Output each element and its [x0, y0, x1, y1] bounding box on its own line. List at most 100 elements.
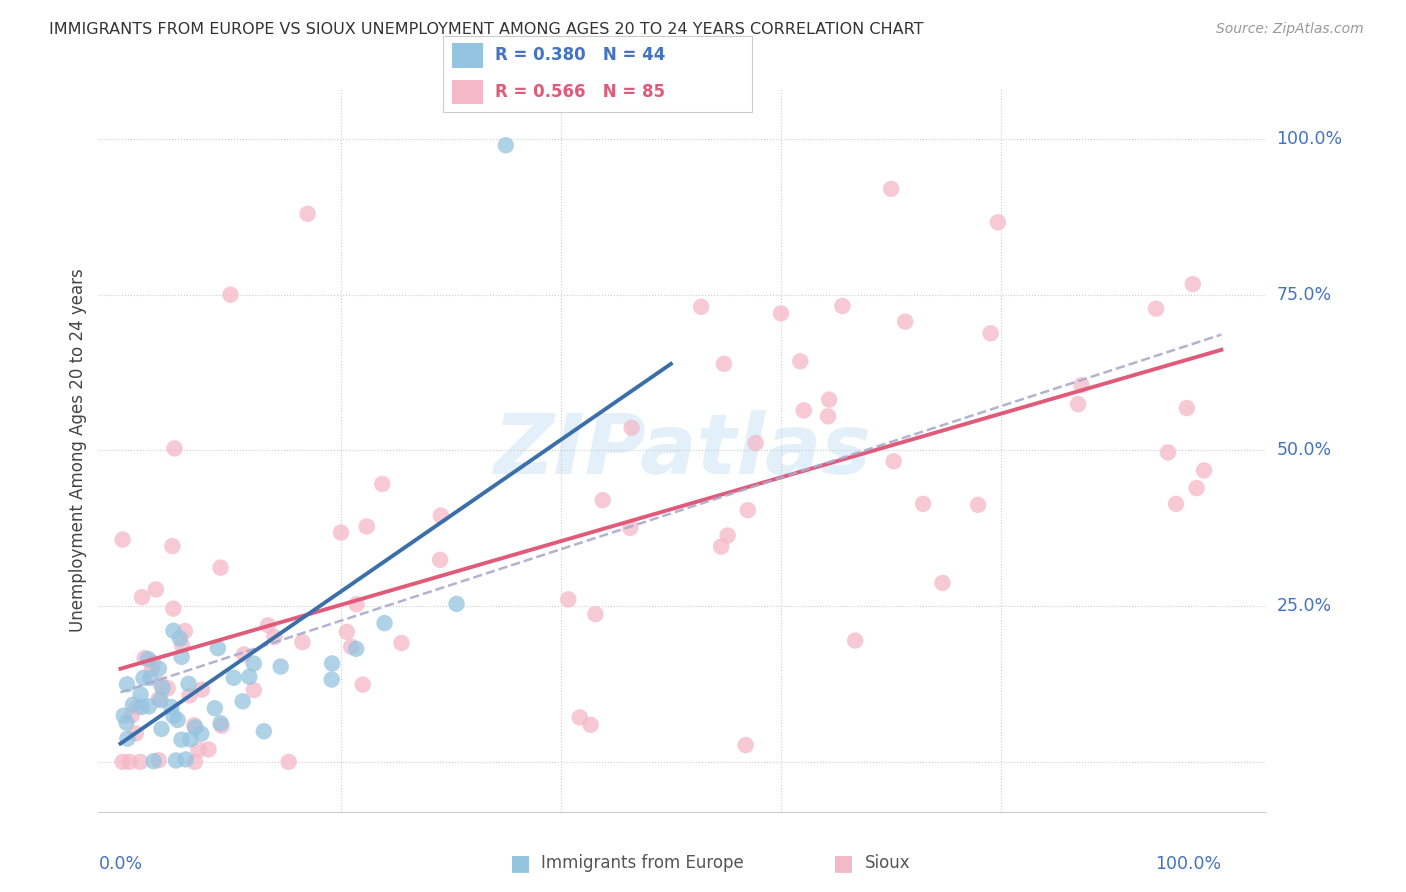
Point	[162, 539, 184, 553]
Point	[430, 508, 453, 523]
Point	[112, 708, 135, 723]
Point	[737, 503, 759, 517]
Point	[931, 575, 953, 590]
Point	[373, 616, 395, 631]
Point	[129, 755, 152, 769]
Point	[238, 670, 260, 684]
Point	[346, 597, 368, 611]
Point	[141, 662, 163, 676]
Text: Sioux: Sioux	[865, 855, 910, 872]
Point	[371, 477, 394, 491]
Point	[163, 442, 186, 456]
Point	[1181, 277, 1204, 292]
Point	[211, 719, 233, 733]
Point	[967, 498, 990, 512]
Point	[204, 701, 226, 715]
Point	[190, 727, 212, 741]
Point	[619, 521, 641, 535]
Point	[125, 700, 148, 714]
Point	[152, 681, 174, 695]
Text: ■: ■	[834, 854, 853, 873]
Point	[291, 635, 314, 649]
Point	[191, 682, 214, 697]
Point	[149, 693, 172, 707]
Point	[162, 624, 184, 638]
Point	[391, 636, 413, 650]
Point	[330, 525, 353, 540]
Point	[138, 699, 160, 714]
Text: R = 0.380   N = 44: R = 0.380 N = 44	[495, 46, 666, 64]
Point	[744, 436, 766, 450]
Point	[352, 677, 374, 691]
Point	[243, 683, 266, 698]
Point	[592, 493, 614, 508]
Point	[162, 709, 184, 723]
Point	[165, 754, 187, 768]
Point	[207, 641, 229, 656]
Point	[156, 681, 179, 696]
Point	[174, 752, 197, 766]
Point	[1067, 397, 1090, 411]
Point	[131, 590, 153, 604]
Point	[162, 601, 184, 615]
Point	[321, 657, 343, 671]
Point	[177, 677, 200, 691]
Point	[184, 755, 207, 769]
Point	[111, 533, 134, 547]
Point	[170, 649, 193, 664]
Text: Source: ZipAtlas.com: Source: ZipAtlas.com	[1216, 22, 1364, 37]
Point	[118, 755, 141, 769]
Point	[429, 553, 451, 567]
Point	[166, 713, 188, 727]
Text: ZIPatlas: ZIPatlas	[494, 410, 870, 491]
Point	[142, 754, 165, 768]
Point	[122, 698, 145, 712]
Point	[253, 724, 276, 739]
Text: 0.0%: 0.0%	[98, 855, 142, 873]
Point	[131, 699, 153, 714]
Point	[187, 743, 209, 757]
Point	[139, 671, 162, 685]
Point	[132, 671, 155, 685]
Point	[793, 403, 815, 417]
Point	[222, 671, 245, 685]
Point	[980, 326, 1002, 341]
Point	[148, 662, 170, 676]
Point	[209, 716, 232, 731]
Point	[1185, 481, 1208, 495]
Text: ■: ■	[510, 854, 530, 873]
Point	[257, 618, 280, 632]
Point	[148, 692, 170, 706]
Point	[321, 673, 343, 687]
Point	[197, 742, 219, 756]
Point	[121, 708, 143, 723]
Text: 100.0%: 100.0%	[1156, 855, 1222, 873]
Point	[115, 677, 138, 691]
Point	[880, 182, 903, 196]
Point	[690, 300, 713, 314]
Point	[912, 497, 935, 511]
Point	[179, 732, 201, 747]
Point	[583, 607, 606, 622]
Point	[495, 138, 517, 153]
Point	[183, 718, 205, 732]
Text: IMMIGRANTS FROM EUROPE VS SIOUX UNEMPLOYMENT AMONG AGES 20 TO 24 YEARS CORRELATI: IMMIGRANTS FROM EUROPE VS SIOUX UNEMPLOY…	[49, 22, 924, 37]
Point	[142, 656, 165, 670]
Point	[1070, 378, 1092, 392]
Point	[232, 694, 254, 708]
Point	[844, 633, 866, 648]
Point	[277, 755, 299, 769]
Text: R = 0.566   N = 85: R = 0.566 N = 85	[495, 83, 665, 101]
Point	[170, 732, 193, 747]
Point	[160, 700, 183, 714]
Point	[150, 722, 173, 736]
Text: Immigrants from Europe: Immigrants from Europe	[541, 855, 744, 872]
Text: 75.0%: 75.0%	[1277, 285, 1331, 304]
Point	[1144, 301, 1167, 316]
Point	[356, 519, 378, 533]
Point	[446, 597, 468, 611]
Point	[219, 287, 242, 301]
Point	[232, 648, 254, 662]
Point	[117, 731, 139, 746]
Point	[136, 652, 159, 666]
